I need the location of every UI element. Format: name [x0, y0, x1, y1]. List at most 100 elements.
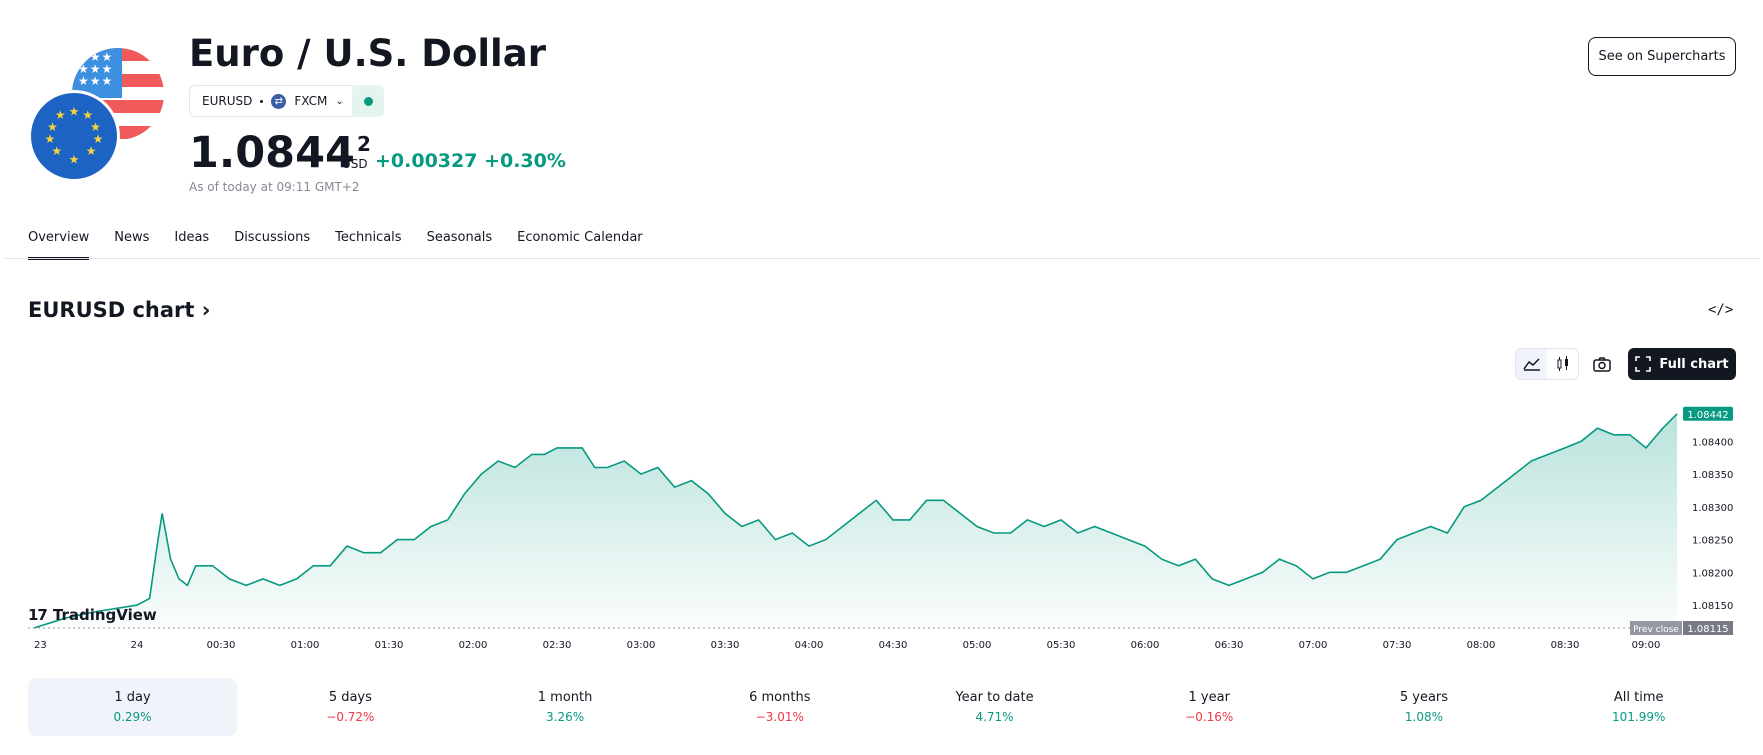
- x-tick-label: 05:30: [1047, 640, 1076, 651]
- price-timestamp: As of today at 09:11 GMT+2: [189, 180, 360, 194]
- price-line: [33, 413, 1678, 629]
- period-change: 0.29%: [113, 710, 152, 724]
- symbol-label: EURUSD: [202, 94, 253, 108]
- full-chart-button[interactable]: Full chart: [1628, 348, 1736, 380]
- x-tick-label: 03:00: [627, 640, 656, 651]
- price-area-fill: [34, 413, 1678, 628]
- prev-close-tag: [1630, 621, 1682, 635]
- tab-news[interactable]: News: [114, 230, 150, 245]
- price-currency: USD: [342, 157, 368, 171]
- svg-text:★: ★: [47, 120, 58, 134]
- period-label: 1 month: [537, 690, 593, 705]
- period-label: 1 year: [1188, 690, 1230, 705]
- period-label: All time: [1613, 690, 1664, 705]
- x-tick-label: 09:00: [1632, 640, 1661, 651]
- period-all-time[interactable]: All time 101.99%: [1531, 678, 1746, 736]
- screenshot-button[interactable]: [1586, 348, 1618, 380]
- period-1-month[interactable]: 1 month 3.26%: [458, 678, 673, 736]
- y-tick-label: 1.08250: [1692, 536, 1733, 547]
- x-tick-label: 01:30: [375, 640, 404, 651]
- chart-section-title[interactable]: EURUSD chart ›: [28, 298, 210, 322]
- period-6-months[interactable]: 6 months −3.01%: [672, 678, 887, 736]
- period-change: 4.71%: [975, 710, 1014, 724]
- chart-title-text: EURUSD chart: [28, 298, 195, 322]
- tab-technicals[interactable]: Technicals: [335, 230, 402, 245]
- chevron-right-icon: ›: [201, 298, 211, 322]
- x-tick-label: 23: [34, 640, 47, 651]
- area-chart-button[interactable]: [1516, 349, 1547, 379]
- svg-text:★: ★: [55, 108, 66, 122]
- svg-text:★: ★: [51, 144, 62, 158]
- svg-text:★: ★: [82, 108, 93, 122]
- x-tick-label: 07:00: [1299, 640, 1328, 651]
- period-1-day[interactable]: 1 day 0.29%: [28, 678, 237, 736]
- y-tick-label: 1.08350: [1692, 470, 1733, 481]
- market-status-badge[interactable]: [352, 85, 384, 117]
- chevron-down-icon: ⌄: [335, 95, 344, 107]
- page-title: Euro / U.S. Dollar: [189, 32, 546, 75]
- period-label: 1 day: [114, 690, 151, 705]
- price-main: 1.0844: [189, 128, 355, 178]
- x-tick-label: 08:30: [1551, 640, 1580, 651]
- period-year-to-date[interactable]: Year to date 4.71%: [887, 678, 1102, 736]
- full-chart-label: Full chart: [1659, 356, 1729, 372]
- x-tick-label: 04:30: [879, 640, 908, 651]
- svg-text:★: ★: [86, 144, 97, 158]
- tab-economic-calendar[interactable]: Economic Calendar: [517, 230, 643, 245]
- svg-text:★: ★: [45, 132, 56, 146]
- prev-close-value-label: 1.08115: [1687, 624, 1728, 635]
- svg-text:★: ★: [93, 132, 104, 146]
- tradingview-mark-icon: 17: [28, 606, 48, 624]
- period-selector: 1 day 0.29% 5 days −0.72% 1 month 3.26% 6 mont…: [28, 678, 1746, 736]
- y-tick-label: 1.08400: [1692, 437, 1733, 448]
- candles-chart-button[interactable]: [1547, 349, 1578, 379]
- period-label: 5 years: [1399, 690, 1449, 705]
- market-open-dot-icon: [363, 96, 373, 106]
- x-tick-label: 04:00: [795, 640, 824, 651]
- tab-overview[interactable]: Overview: [28, 230, 90, 260]
- see-on-supercharts-button[interactable]: See on Supercharts: [1588, 37, 1736, 76]
- svg-text:★: ★: [69, 104, 80, 118]
- period-change: −0.16%: [1185, 710, 1234, 724]
- tabs-divider: [5, 258, 1760, 259]
- x-tick-label: 01:00: [291, 640, 320, 651]
- period-change: −3.01%: [755, 710, 804, 724]
- svg-text:★: ★: [90, 120, 101, 134]
- tab-seasonals[interactable]: Seasonals: [426, 230, 493, 245]
- period-change: 1.08%: [1404, 710, 1444, 724]
- x-tick-label: 06:30: [1215, 640, 1244, 651]
- period-change: 3.26%: [546, 710, 585, 724]
- broker-label: FXCM: [294, 94, 328, 108]
- embed-code-icon[interactable]: </>: [1708, 302, 1734, 318]
- price-chart[interactable]: 1.08150 1.08200 1.08250 1.08300 1.08350 1.084…: [0, 392, 1763, 657]
- period-1-year[interactable]: 1 year −0.16%: [1102, 678, 1317, 736]
- y-tick-label: 1.08300: [1692, 503, 1733, 514]
- eu-flag-icon: ★ ★ ★ ★ ★ ★ ★ ★ ★ ★: [28, 90, 120, 182]
- area-chart-icon: [1522, 358, 1540, 371]
- camera-icon: [1593, 357, 1611, 372]
- tab-ideas[interactable]: Ideas: [174, 230, 210, 245]
- candlestick-icon: [1557, 356, 1568, 371]
- separator-dot: [260, 99, 264, 103]
- fullscreen-icon: [1635, 356, 1652, 372]
- broker-icon: ⇄: [271, 93, 287, 109]
- x-tick-label: 03:30: [711, 640, 740, 651]
- x-tick-label: 24: [131, 640, 144, 651]
- price-superscript: 2: [356, 132, 371, 156]
- tradingview-logo[interactable]: 17 TradingView: [28, 606, 157, 624]
- svg-text:★: ★: [69, 153, 80, 167]
- period-label: 6 months: [749, 690, 811, 705]
- period-5-days[interactable]: 5 days −0.72%: [243, 678, 458, 736]
- price-value: 1.0844 2: [189, 128, 371, 178]
- symbol-selector[interactable]: EURUSD ⇄ FXCM ⌄: [189, 85, 357, 117]
- period-change: 101.99%: [1611, 710, 1666, 724]
- period-label: Year to date: [955, 690, 1034, 705]
- tab-discussions[interactable]: Discussions: [234, 230, 311, 245]
- period-5-years[interactable]: 5 years 1.08%: [1317, 678, 1532, 736]
- last-price-tag: [1683, 406, 1733, 421]
- period-change: −0.72%: [326, 710, 375, 724]
- period-label: 5 days: [328, 690, 372, 705]
- prev-close-tag-label: Prev close: [1633, 625, 1679, 635]
- y-tick-label: 1.08150: [1692, 601, 1733, 612]
- x-tick-label: 05:00: [963, 640, 992, 651]
